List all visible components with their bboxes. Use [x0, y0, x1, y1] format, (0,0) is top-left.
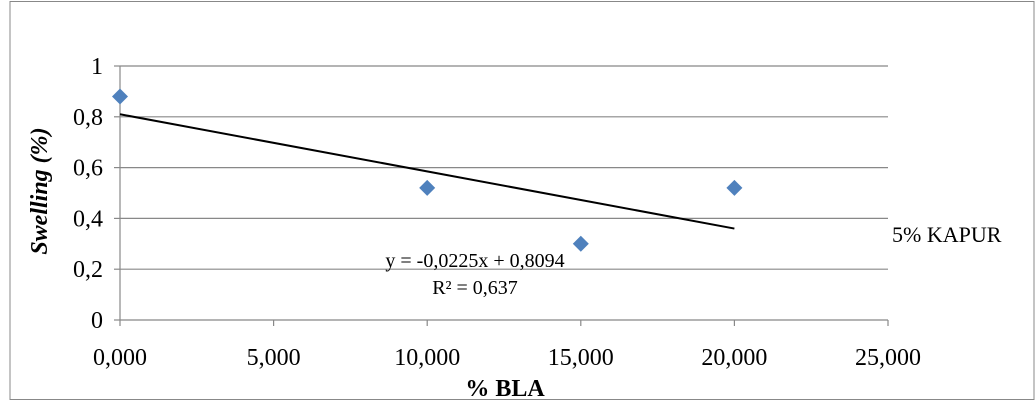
x-axis-title: % BLA — [465, 376, 545, 401]
trendline-equation: y = -0,0225x + 0,8094 — [385, 250, 564, 272]
data-point — [419, 179, 436, 196]
x-tick-label: 25,000 — [855, 345, 921, 371]
tick-labels: 0,000 5,000 10,000 15,000 20,000 25,000 0 0,2 0,… — [73, 54, 921, 371]
x-tick-label: 20,000 — [701, 345, 767, 371]
data-point — [112, 88, 128, 105]
trendline-group — [119, 113, 735, 230]
x-tick-label: 0,000 — [93, 345, 147, 371]
legend-label: 5% KAPUR — [892, 222, 1002, 247]
y-tick-label: 0,8 — [73, 105, 103, 131]
y-tick-label: 0,4 — [73, 206, 103, 232]
axes — [114, 65, 889, 326]
data-point — [726, 179, 743, 196]
trendline — [119, 113, 735, 230]
gridlines — [120, 65, 888, 270]
chart-border — [9, 1, 1035, 400]
y-tick-label: 0 — [91, 308, 103, 334]
y-tick-label: 0,2 — [73, 257, 103, 283]
y-axis-title: Swelling (%) — [27, 127, 53, 254]
x-tick-label: 5,000 — [247, 345, 301, 371]
x-tick-label: 15,000 — [548, 345, 614, 371]
data-point — [572, 235, 589, 252]
x-tick-label: 10,000 — [394, 345, 460, 371]
y-tick-label: 1 — [91, 54, 103, 80]
y-tick-label: 0,6 — [73, 156, 103, 182]
data-points — [112, 88, 743, 252]
trendline-r-squared: R² = 0,637 — [432, 277, 518, 299]
